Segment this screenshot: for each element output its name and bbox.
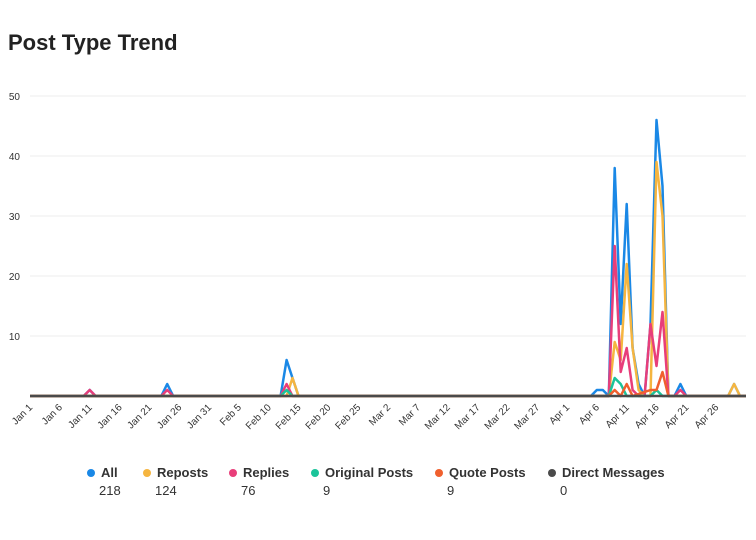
chart-title: Post Type Trend: [8, 30, 178, 55]
x-tick-label: Jan 1: [10, 402, 35, 427]
legend-label: Replies: [243, 465, 290, 480]
legend: All 218 Reposts 124 Replies 76 Original Posts 9…: [87, 465, 747, 505]
x-tick-label: Mar 27: [513, 402, 543, 432]
legend-dot-icon: [229, 468, 237, 477]
legend-label: All: [101, 465, 118, 480]
series-line-replies: [30, 244, 746, 398]
x-tick-label: Feb 25: [333, 402, 363, 432]
series-line-reposts: [30, 160, 746, 398]
x-tick-label: Mar 12: [423, 402, 453, 432]
legend-item-replies[interactable]: Replies 76: [229, 465, 289, 498]
y-axis-ticks: 10 20 30 40 50: [9, 92, 21, 343]
legend-total: 0: [560, 483, 568, 498]
x-tick-label: Jan 26: [155, 402, 184, 431]
y-tick-label: 40: [9, 152, 21, 163]
x-tick-label: Jan 31: [185, 402, 214, 431]
x-tick-label: Apr 6: [577, 402, 602, 427]
x-tick-label: Feb 5: [218, 402, 244, 428]
legend-label: Direct Messages: [562, 465, 665, 480]
x-tick-label: Apr 21: [663, 402, 692, 431]
legend-dot-icon: [143, 468, 151, 477]
y-tick-label: 30: [9, 212, 21, 223]
grid-lines: [30, 95, 746, 337]
legend-label: Original Posts: [325, 465, 414, 480]
x-tick-label: Mar 7: [397, 402, 423, 428]
x-tick-label: Mar 2: [367, 402, 393, 428]
series-lines: [30, 118, 746, 398]
legend-label: Quote Posts: [449, 465, 526, 480]
legend-dot-icon: [435, 468, 443, 477]
legend-item-quote-posts[interactable]: Quote Posts 9: [435, 465, 526, 498]
x-tick-label: Jan 16: [96, 402, 125, 431]
x-axis-ticks: Jan 1 Jan 6 Jan 11 Jan 16 Jan 21 Jan 26 Jan 31…: [10, 402, 722, 432]
legend-label: Reposts: [157, 465, 209, 480]
x-tick-label: Feb 15: [274, 402, 304, 432]
legend-dot-icon: [548, 468, 556, 477]
legend-total: 9: [447, 483, 455, 498]
legend-item-all[interactable]: All 218: [87, 465, 121, 498]
x-tick-label: Feb 20: [304, 402, 334, 432]
x-tick-label: Feb 10: [244, 402, 274, 432]
x-tick-label: Mar 22: [483, 402, 513, 432]
x-tick-label: Jan 11: [66, 402, 95, 431]
legend-total: 76: [241, 483, 256, 498]
legend-total: 218: [99, 483, 121, 498]
y-tick-label: 10: [9, 332, 21, 343]
series-line-all: [30, 118, 746, 398]
x-tick-label: Apr 11: [604, 402, 632, 430]
y-tick-label: 20: [9, 272, 21, 283]
x-tick-label: Jan 6: [40, 402, 65, 427]
x-tick-label: Apr 16: [633, 402, 662, 431]
y-tick-label: 50: [9, 92, 21, 103]
legend-item-original-posts[interactable]: Original Posts 9: [311, 465, 413, 498]
legend-total: 124: [155, 483, 177, 498]
legend-total: 9: [323, 483, 331, 498]
x-tick-label: Apr 26: [693, 402, 722, 431]
x-tick-label: Mar 17: [453, 402, 483, 432]
x-tick-label: Apr 1: [547, 402, 572, 427]
x-tick-label: Jan 21: [125, 402, 154, 431]
legend-dot-icon: [311, 468, 319, 477]
legend-dot-icon: [87, 468, 95, 477]
legend-item-direct-messages[interactable]: Direct Messages 0: [548, 465, 665, 498]
legend-item-reposts[interactable]: Reposts 124: [143, 465, 208, 498]
